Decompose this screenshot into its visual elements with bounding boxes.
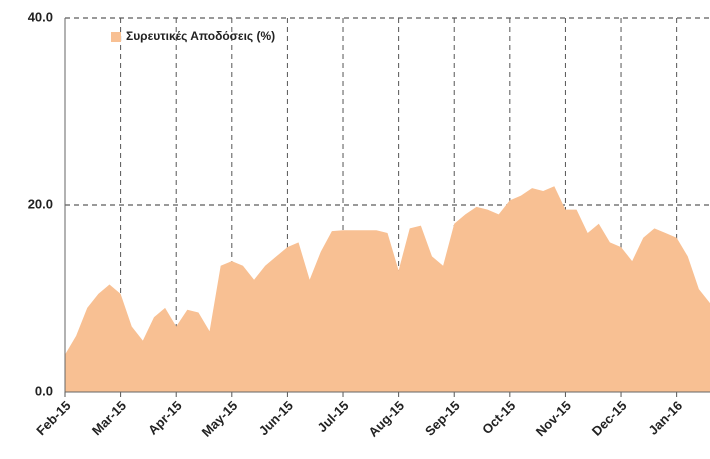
x-tick-label: Sep-15 [422, 398, 463, 439]
x-tick-label: May-15 [199, 398, 241, 440]
x-tick-label: Jan-16 [645, 398, 685, 438]
x-tick-label: Apr-15 [145, 398, 185, 438]
x-tick-label: Oct-15 [479, 398, 518, 437]
y-tick-label: 0.0 [35, 383, 53, 398]
y-tick-label: 40.0 [28, 9, 53, 24]
y-tick-label: 20.0 [28, 196, 53, 211]
x-tick-label: Mar-15 [89, 398, 129, 438]
legend-swatch [111, 32, 121, 42]
x-tick-label: Dec-15 [589, 398, 630, 439]
x-tick-label: Nov-15 [533, 398, 574, 439]
x-tick-label: Jun-15 [256, 398, 296, 438]
x-tick-label: Feb-15 [33, 398, 73, 438]
area [65, 186, 710, 392]
x-tick-label: Aug-15 [365, 398, 407, 440]
x-tick-label: Jul-15 [314, 398, 351, 435]
legend-label: Συρευτικές Αποδόσεις (%) [126, 29, 275, 43]
